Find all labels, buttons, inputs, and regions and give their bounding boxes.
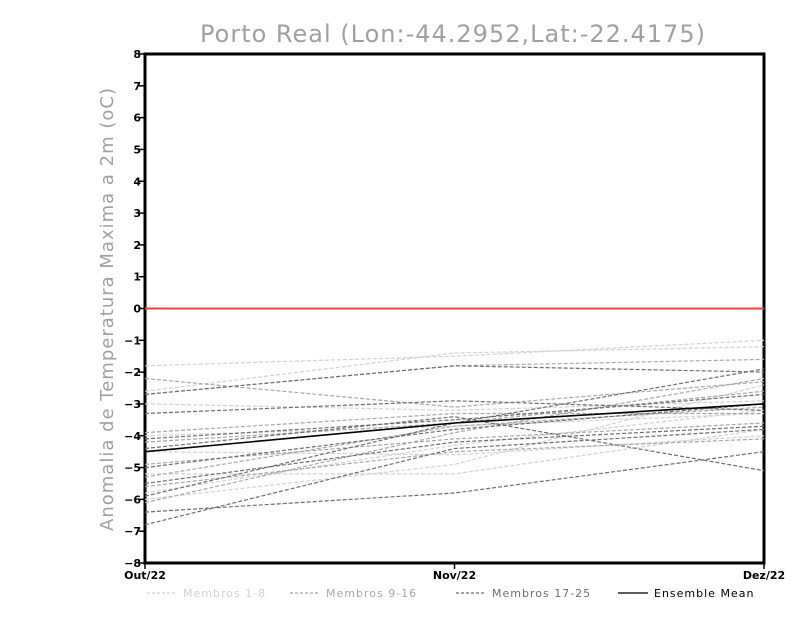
- series-line-membros-1-8-2: [144, 346, 765, 392]
- series-line-membros-17-25-1: [144, 365, 765, 395]
- y-tick-label: −4: [124, 430, 141, 443]
- series-line-membros-9-16-7: [144, 438, 765, 488]
- legend: Membros 1-8 Membros 9-16 Membros 17-25 Ense…: [147, 587, 754, 600]
- series-line-membros-17-25-8: [144, 451, 765, 513]
- series-line-membros-17-25-5: [144, 403, 765, 469]
- y-axis-ticks: −8 −7 −6 −5 −4 −3 −2 −1 0 1 2 3 4 5 6 7 8: [124, 48, 145, 570]
- y-tick-label: −5: [124, 462, 141, 475]
- y-tick-label: 8: [133, 48, 141, 61]
- y-tick-label: 7: [133, 80, 141, 93]
- y-tick-label: 5: [133, 143, 141, 156]
- series-line-membros-17-25-4: [144, 416, 765, 472]
- y-tick-label: 6: [133, 112, 141, 125]
- y-tick-label: 4: [133, 175, 141, 188]
- series-line-membros-9-16-4: [144, 390, 765, 443]
- y-tick-label: −1: [124, 334, 141, 347]
- ensemble-mean-series: [144, 403, 765, 453]
- ensemble-mean-line: [144, 403, 765, 453]
- y-tick-label: −6: [124, 493, 141, 506]
- y-tick-label: −2: [124, 366, 141, 379]
- y-tick-label: −7: [124, 525, 141, 538]
- x-tick-label: Out/22: [124, 569, 166, 582]
- series-line-membros-1-8-1: [144, 339, 765, 367]
- legend-label-membros-9-16: Membros 9-16: [326, 587, 417, 600]
- y-tick-label: 3: [133, 207, 141, 220]
- y-tick-label: 0: [133, 303, 141, 316]
- series-line-membros-17-25-9: [144, 428, 765, 526]
- member-lines: [144, 339, 765, 526]
- series-line-membros-9-16-3: [144, 412, 764, 434]
- y-axis-label: Anomalia de Temperatura Maxima a 2m (oC): [97, 87, 118, 531]
- y-tick-label: 2: [133, 239, 141, 252]
- x-tick-label: Nov/22: [433, 569, 476, 582]
- series-line-membros-9-16-8: [144, 377, 765, 504]
- series-line-membros-1-8-8: [144, 384, 765, 500]
- x-axis-ticks: Out/22 Nov/22 Dez/22: [124, 563, 785, 582]
- series-line-membros-1-8-7: [144, 409, 765, 494]
- series-line-membros-9-16-1: [144, 377, 765, 408]
- series-line-membros-1-8-3: [144, 400, 765, 411]
- legend-label-membros-17-25: Membros 17-25: [492, 587, 591, 600]
- x-tick-label: Dez/22: [743, 569, 785, 582]
- series-line-membros-9-16-6: [144, 406, 765, 478]
- y-tick-label: 1: [133, 271, 141, 284]
- legend-label-ensemble-mean: Ensemble Mean: [654, 587, 754, 600]
- series-line-membros-17-25-6: [144, 425, 765, 485]
- series-line-membros-1-8-4: [144, 412, 765, 437]
- series-line-membros-1-8-5: [144, 435, 765, 456]
- series-line-membros-17-25-2: [144, 400, 765, 415]
- series-line-membros-17-25-3: [144, 393, 765, 440]
- legend-label-membros-1-8: Membros 1-8: [183, 587, 266, 600]
- y-tick-label: −8: [124, 557, 141, 570]
- series-line-membros-9-16-5: [144, 422, 765, 465]
- chart-title: Porto Real (Lon:-44.2952,Lat:-22.4175): [200, 20, 706, 48]
- y-tick-label: −3: [124, 398, 141, 411]
- series-line-membros-1-8-6: [145, 428, 765, 475]
